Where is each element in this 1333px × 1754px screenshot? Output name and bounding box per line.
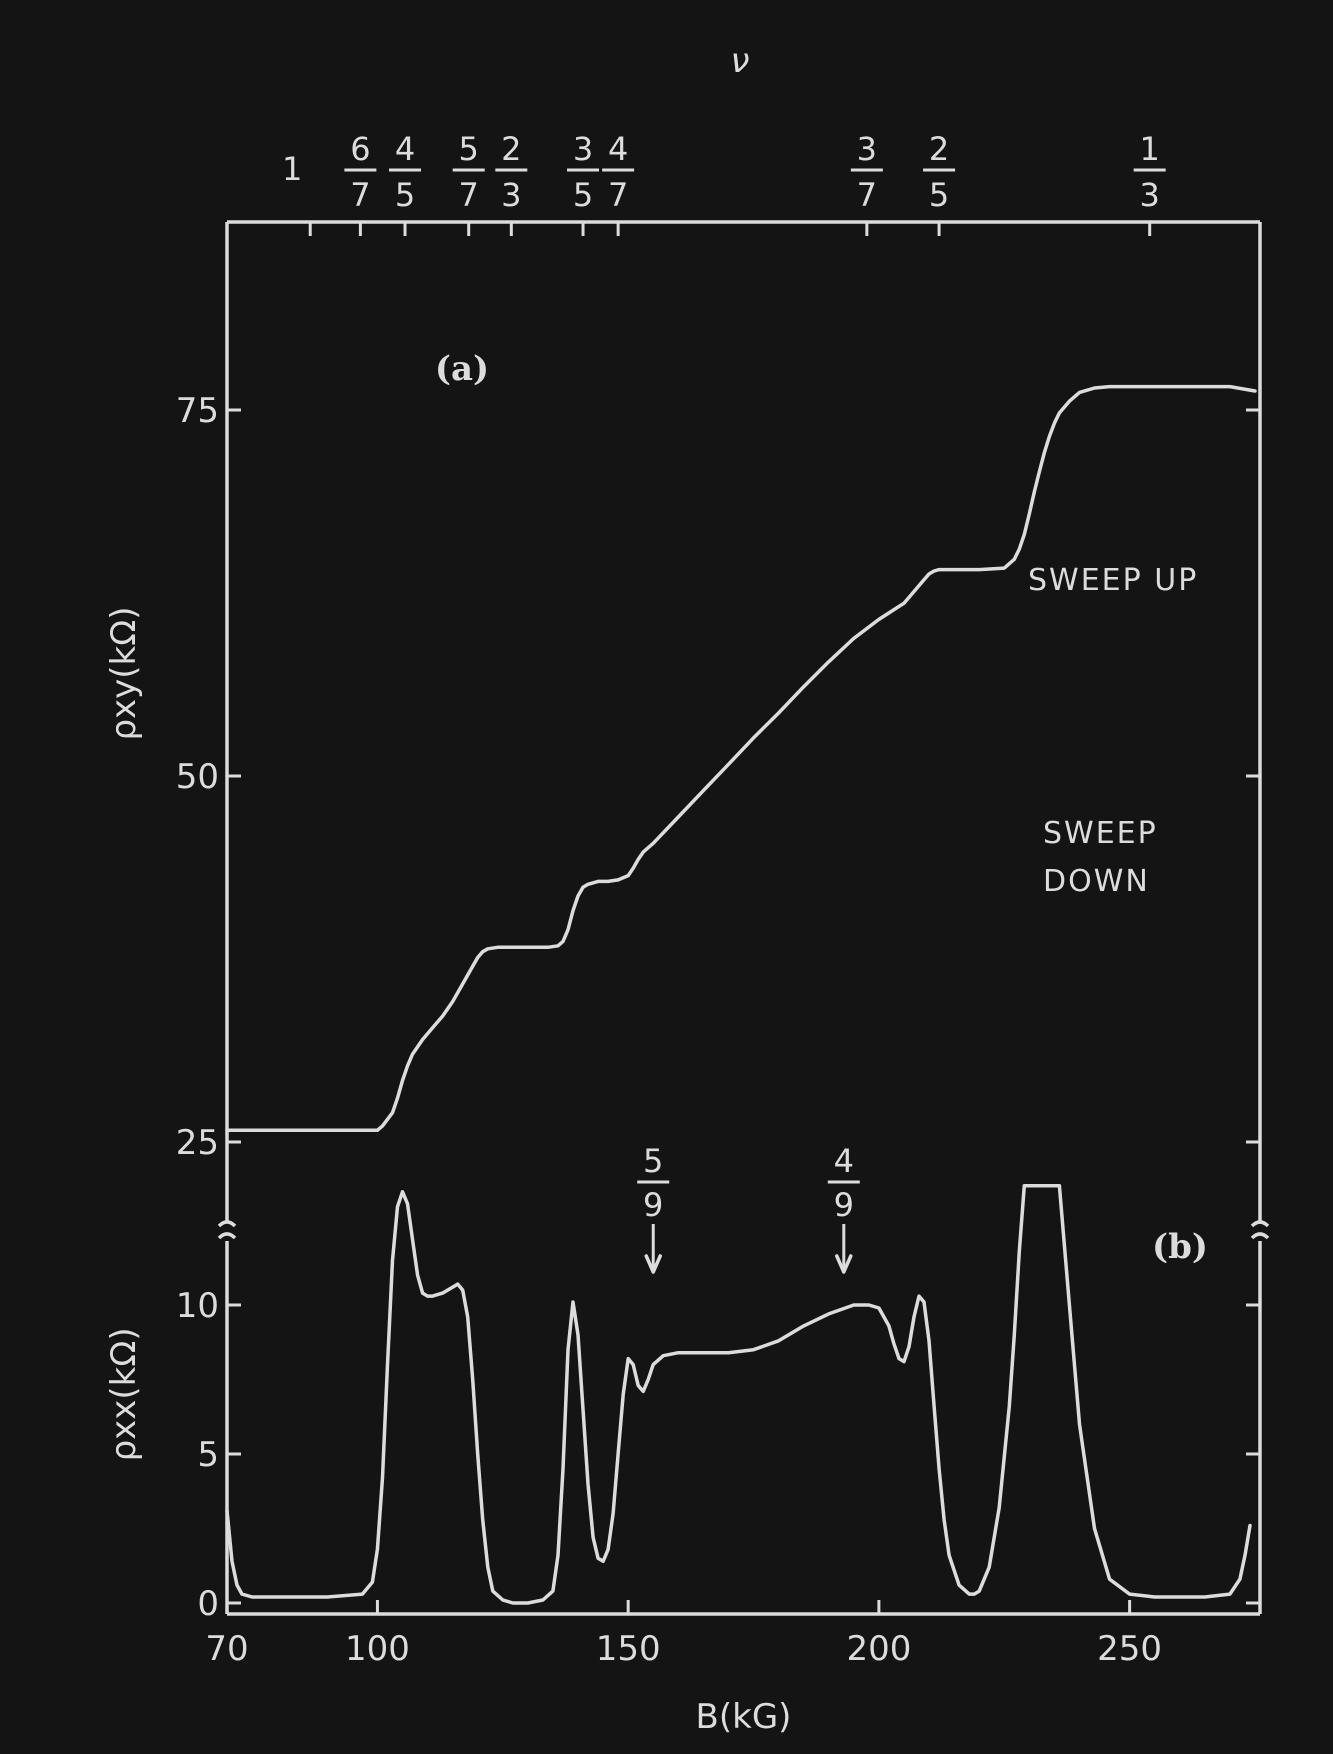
nu-label-4-7-den: 7: [608, 176, 628, 214]
nu-label-2-3-den: 3: [501, 176, 521, 214]
xtick-label-70: 70: [205, 1629, 248, 1669]
panel-label-b: (b): [1152, 1227, 1208, 1267]
ytick-label-b-10: 10: [176, 1286, 219, 1326]
y-axis-title-a: ρxy(kΩ): [104, 607, 144, 741]
nu-label-3-7-num: 3: [857, 130, 877, 168]
arrow-label-4-9-den: 9: [834, 1186, 854, 1224]
panel-label-a: (a): [435, 349, 489, 389]
nu-label-2-3-num: 2: [501, 130, 521, 168]
axis-break-right: [1250, 1220, 1270, 1240]
arrow-label-5-9-den: 9: [643, 1186, 663, 1224]
nu-label-6-7-num: 6: [350, 130, 370, 168]
arrow-head-5-9: [644, 1254, 662, 1274]
arrow-label-5-9-num: 5: [643, 1142, 663, 1180]
xtick-label-200: 200: [846, 1629, 911, 1669]
ytick-label-a-75: 75: [176, 391, 219, 431]
nu-label-6-7-den: 7: [350, 176, 370, 214]
y-axis-title-b: ρxx(kΩ): [104, 1327, 144, 1461]
x-axis-title: B(kG): [696, 1697, 792, 1737]
nu-label-4-5-num: 4: [395, 130, 415, 168]
xtick-label-150: 150: [596, 1629, 661, 1669]
nu-label-4-7-num: 4: [608, 130, 628, 168]
nu-label-3-5-num: 3: [573, 130, 593, 168]
ytick-label-a-25: 25: [176, 1123, 219, 1163]
xtick-label-250: 250: [1097, 1629, 1162, 1669]
top-axis-title: ν: [731, 41, 750, 81]
nu-label-integer: 1: [282, 150, 302, 188]
arrow-label-4-9-num: 4: [834, 1142, 854, 1180]
nu-label-3-7-den: 7: [857, 176, 877, 214]
nu-label-2-5-num: 2: [929, 130, 949, 168]
nu-label-1-3-den: 3: [1139, 176, 1159, 214]
ytick-label-b-0: 0: [197, 1584, 219, 1624]
annotation-sweep-down-2: DOWN: [1043, 864, 1150, 899]
nu-label-1-3-num: 1: [1139, 130, 1159, 168]
nu-label-2-5-den: 5: [929, 176, 949, 214]
axis-break-left: [217, 1220, 237, 1240]
annotation-sweep-down-1: SWEEP: [1043, 816, 1158, 851]
xtick-label-100: 100: [345, 1629, 410, 1669]
curve-rho-xy: [225, 384, 1257, 1133]
annotation-sweep-up: SWEEP UP: [1028, 563, 1198, 598]
arrow-head-4-9: [835, 1254, 853, 1274]
nu-label-5-7-den: 7: [459, 176, 479, 214]
nu-label-4-5-den: 5: [395, 176, 415, 214]
nu-label-5-7-num: 5: [459, 130, 479, 168]
curve-rho-xx: [225, 1184, 1252, 1605]
nu-label-3-5-den: 5: [573, 176, 593, 214]
ytick-label-b-5: 5: [197, 1435, 219, 1475]
ytick-label-a-50: 50: [176, 757, 219, 797]
